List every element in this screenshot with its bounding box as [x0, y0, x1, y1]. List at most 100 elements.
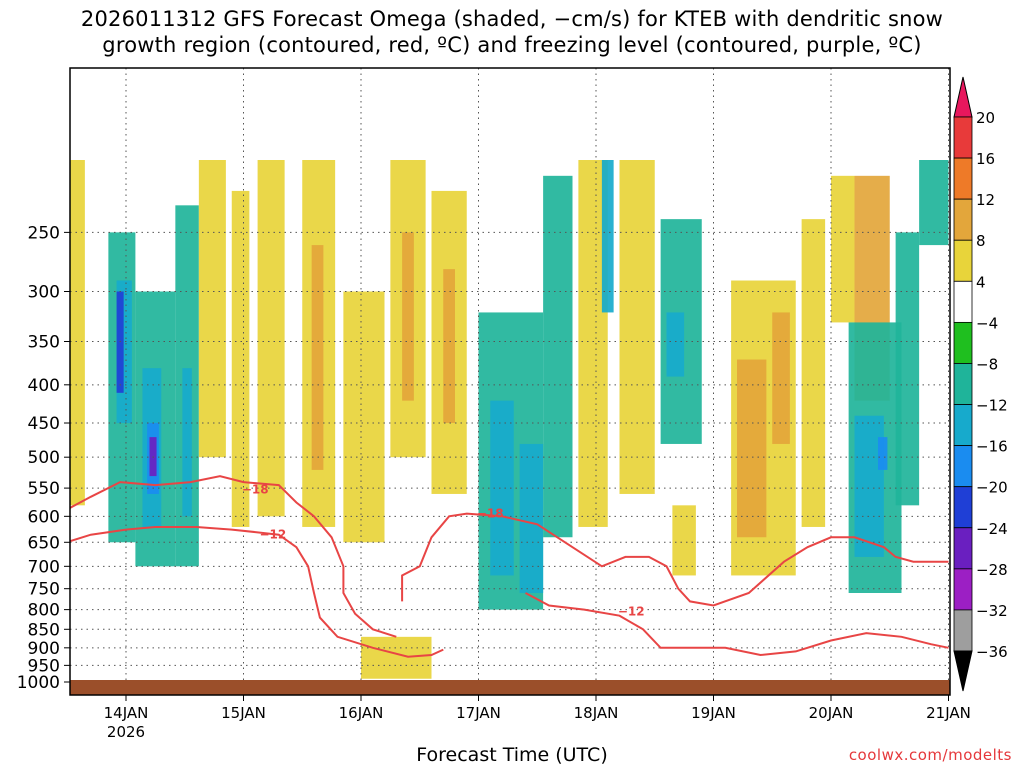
x-tick-sublabel: 2026: [107, 723, 145, 741]
x-tick-label: 17JAN: [456, 704, 501, 722]
x-tick-label: 20JAN: [809, 704, 854, 722]
omega-cell: [543, 175, 573, 538]
y-tick-label: 800: [28, 601, 60, 621]
omega-cell: [519, 443, 544, 593]
contour-label: −12: [259, 528, 286, 542]
omega-cell: [831, 175, 855, 323]
y-tick-label: 500: [28, 448, 60, 468]
colorbar-label: −4: [976, 314, 998, 332]
y-tick-label: 250: [28, 223, 60, 243]
omega-cell: [343, 291, 385, 543]
omega-cell: [666, 312, 685, 377]
omega-cell: [601, 160, 614, 313]
colorbar-swatch: [953, 486, 973, 529]
colorbar-label: −8: [976, 355, 998, 373]
colorbar-swatch: [953, 116, 973, 159]
x-tick-label: 16JAN: [339, 704, 384, 722]
x-tick-label: 14JAN: [104, 704, 149, 722]
colorbar-label: −36: [976, 643, 1008, 661]
ground: [70, 680, 950, 695]
omega-cell: [443, 269, 455, 424]
y-tick-label: 450: [28, 414, 60, 434]
y-tick-label: 900: [28, 639, 60, 659]
colorbar-swatch: [953, 568, 973, 611]
colorbar-swatch: [953, 445, 973, 488]
omega-cell: [361, 636, 432, 679]
omega-cell: [198, 160, 226, 458]
colorbar-swatch: [953, 198, 973, 241]
grid: [70, 68, 950, 695]
colorbar-swatch: [953, 239, 973, 282]
y-tick-label: 550: [28, 479, 60, 499]
omega-cell: [801, 219, 826, 527]
colorbar-label: −12: [976, 397, 1008, 415]
omega-cell: [919, 160, 949, 246]
colorbar-bottom-arrow: [953, 650, 973, 692]
colorbar-label: 16: [976, 150, 995, 168]
omega-cell: [878, 437, 888, 470]
dgz-contour: [70, 526, 444, 658]
contour-label: −12: [618, 605, 645, 619]
chart-title: 2026011312 GFS Forecast Omega (shaded, −…: [0, 6, 1024, 58]
omega-cell: [854, 415, 884, 557]
colorbar-label: 12: [976, 191, 995, 209]
y-tick-label: 350: [28, 333, 60, 353]
chart-title-line-2: growth region (contoured, red, ºC) and f…: [102, 33, 922, 57]
contour-label: −18: [477, 507, 504, 521]
colorbar-label: −32: [976, 602, 1008, 620]
plot-area: −18 −12 −18 −12 250 300 350 400 450 500 550 600 650 7…: [17, 67, 971, 741]
omega-cell: [311, 245, 324, 470]
x-tick-label: 21JAN: [926, 704, 971, 722]
colorbar-label: −16: [976, 438, 1008, 456]
colorbar-label: 8: [976, 232, 986, 250]
credit-link[interactable]: coolwx.com/modelts: [848, 746, 1012, 764]
y-tick-label: 700: [28, 557, 60, 577]
y-axis: 2503003504004505005506006507007508008509…: [17, 223, 70, 693]
omega-cell: [116, 291, 124, 393]
colorbar-label: −20: [976, 479, 1008, 497]
colorbar-swatch: [953, 321, 973, 364]
colorbar-swatch: [953, 404, 973, 447]
omega-cell: [182, 368, 192, 517]
colorbar-swatch: [953, 157, 973, 200]
omega-cell: [619, 160, 655, 494]
y-tick-label: 950: [28, 656, 60, 676]
omega-cell: [257, 160, 285, 517]
colorbar-label: 4: [976, 273, 986, 291]
colorbar-top-arrow: [953, 76, 973, 118]
dgz-contour: [525, 592, 949, 657]
contour-label: −18: [242, 482, 269, 496]
contours: −18 −12 −18 −12: [70, 475, 949, 658]
colorbar-label: −28: [976, 561, 1008, 579]
y-tick-label: 600: [28, 507, 60, 527]
y-tick-label: 650: [28, 533, 60, 553]
omega-cell: [149, 437, 157, 477]
x-axis-label: Forecast Time (UTC): [416, 744, 608, 766]
dgz-contour: [70, 475, 397, 638]
y-tick-label: 750: [28, 580, 60, 600]
x-tick-label: 19JAN: [691, 704, 736, 722]
x-tick-label: 18JAN: [574, 704, 619, 722]
omega-cell: [231, 190, 250, 527]
colorbar-label: 20: [976, 109, 995, 127]
y-tick-label: 400: [28, 376, 60, 396]
colorbar-swatch: [953, 363, 973, 405]
colorbar-label: −24: [976, 520, 1008, 538]
omega-cell: [70, 160, 85, 506]
colorbar-swatch: [953, 609, 973, 652]
omega-shading: [70, 160, 949, 679]
x-tick-label: 15JAN: [221, 704, 266, 722]
omega-cell: [772, 312, 790, 444]
colorbar: 20 16 12 8 4 −4 −8 −12 −16 −20 −24 −28 −32 −36: [953, 76, 1008, 692]
colorbar-swatch: [953, 280, 973, 323]
colorbar-swatch: [953, 527, 973, 570]
dgz-contour: [401, 512, 949, 607]
y-tick-label: 1000: [17, 673, 60, 693]
plot-frame: [69, 67, 951, 696]
omega-cell: [737, 359, 767, 538]
omega-cell: [402, 232, 414, 401]
chart-title-line-1: 2026011312 GFS Forecast Omega (shaded, −…: [80, 7, 944, 31]
omega-cell: [672, 505, 696, 576]
